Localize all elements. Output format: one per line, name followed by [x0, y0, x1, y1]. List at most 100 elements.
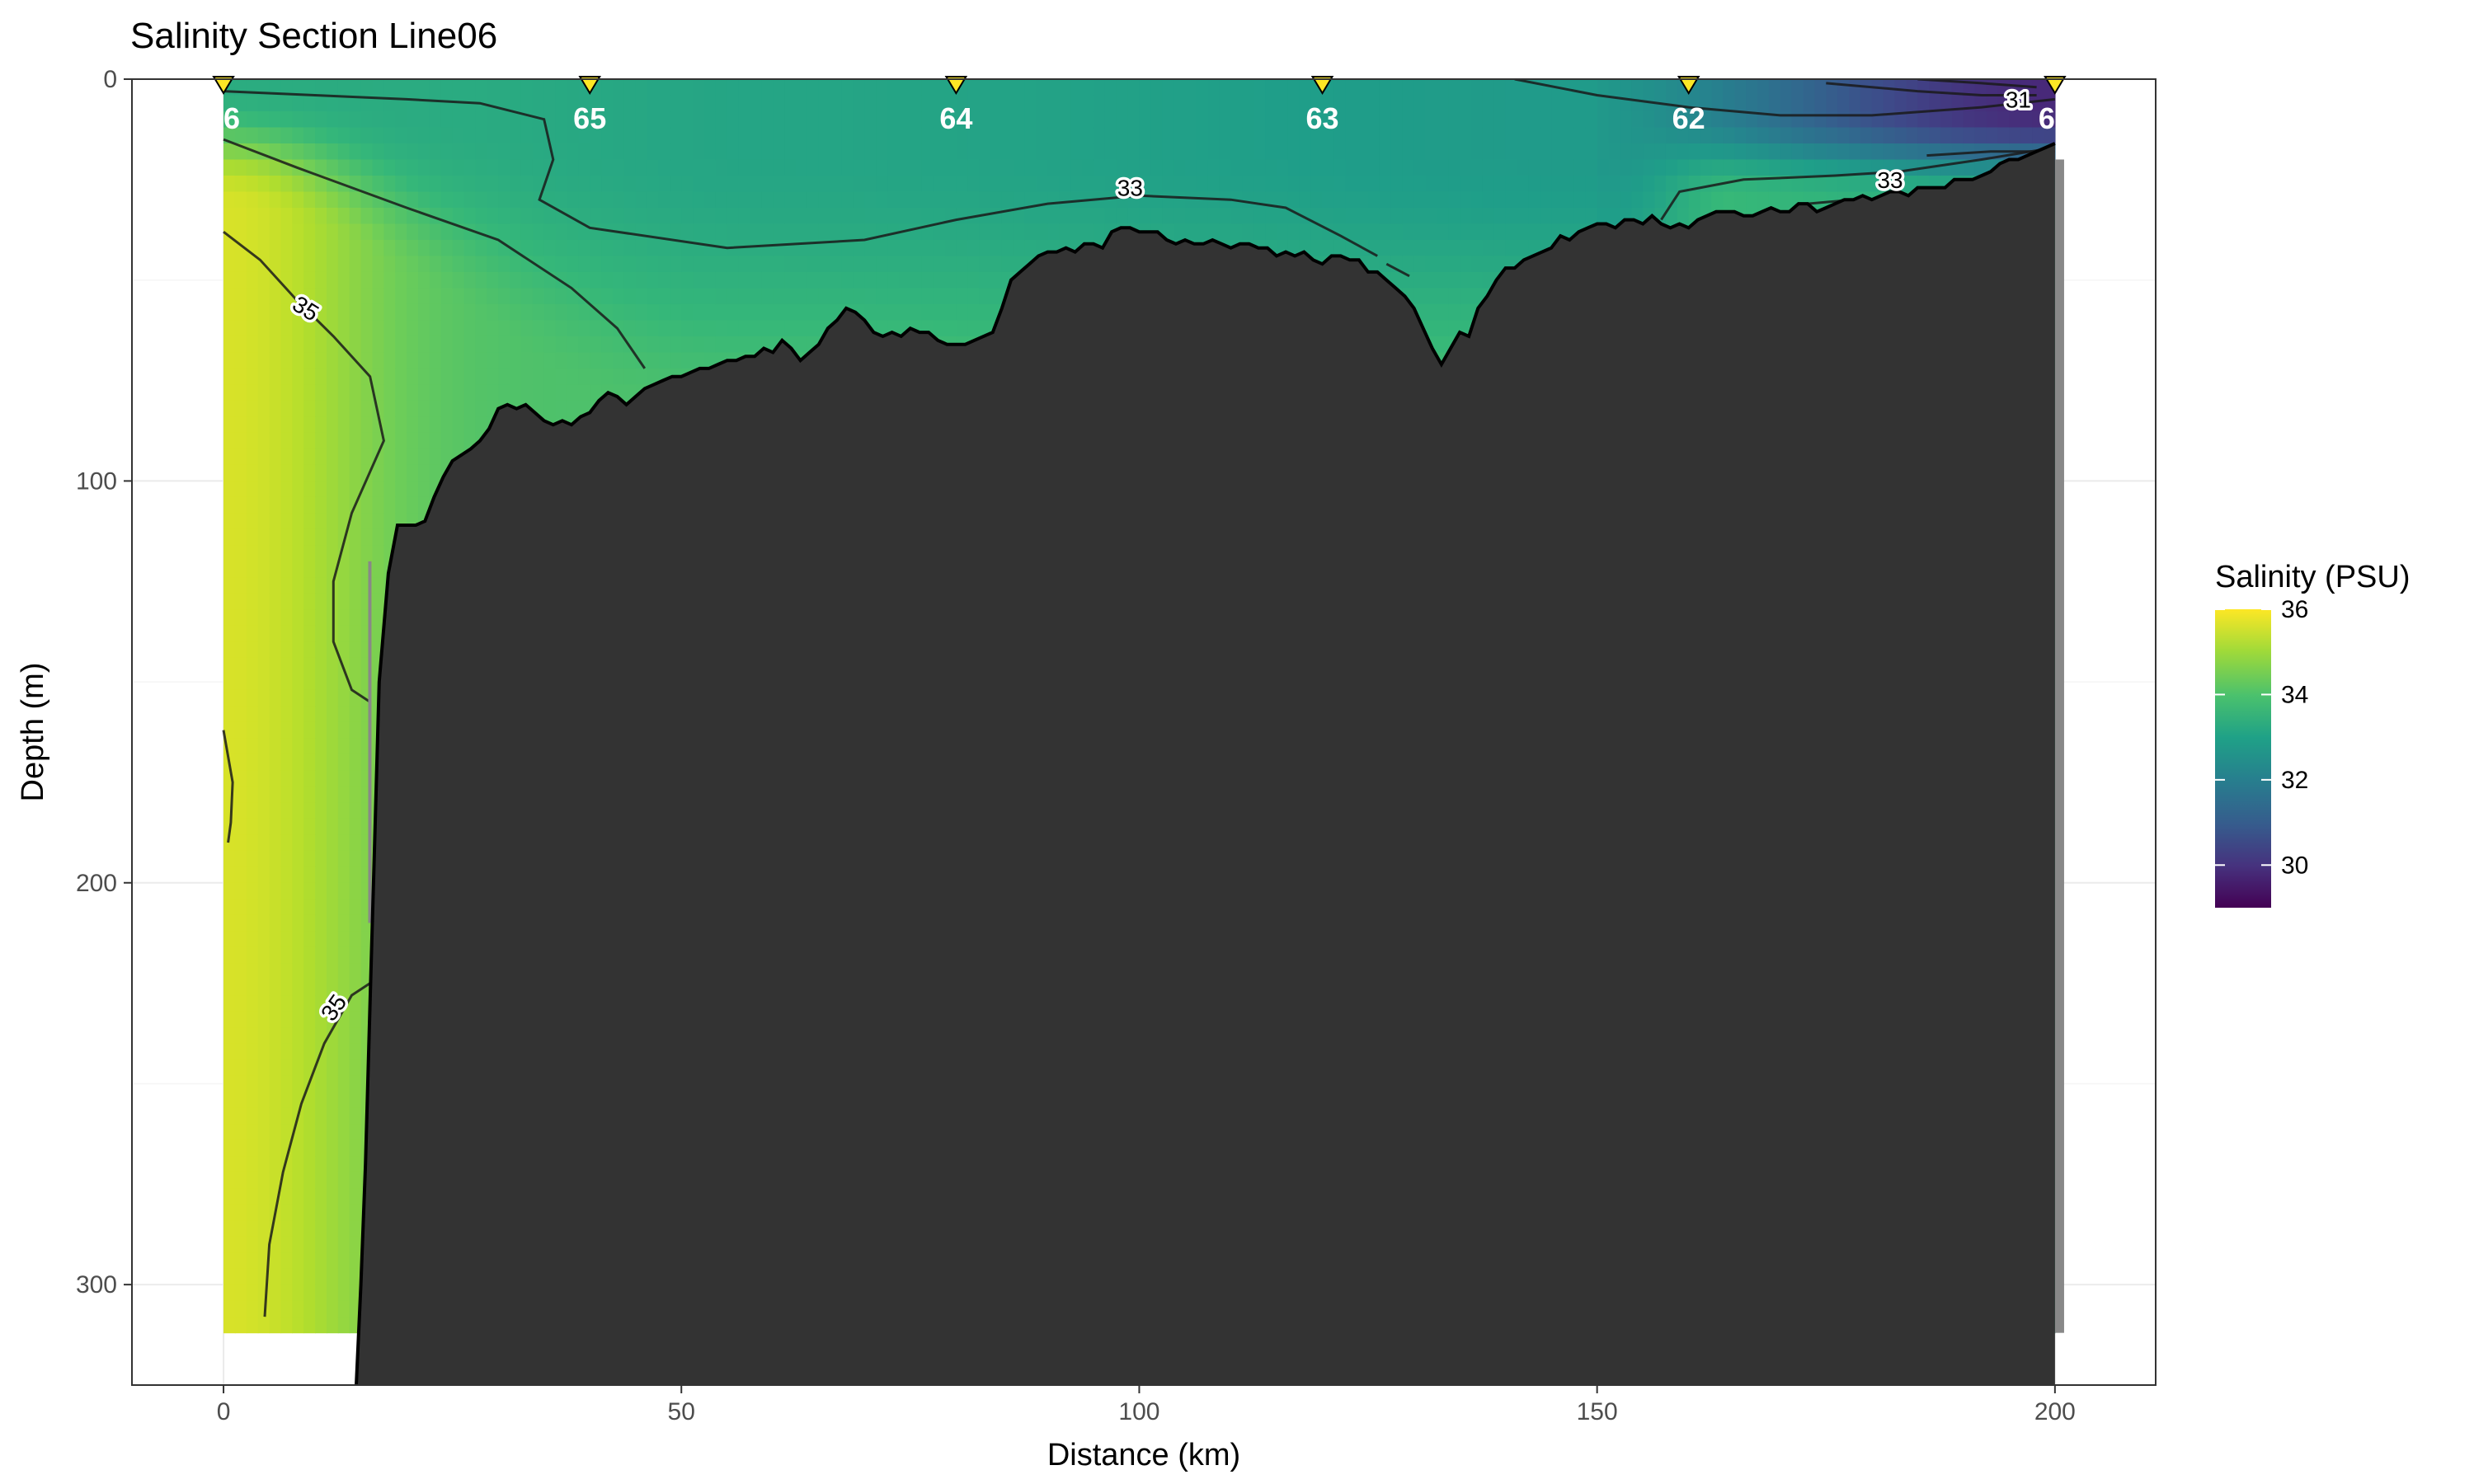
- salinity-cell: [452, 240, 465, 257]
- salinity-cell: [223, 834, 236, 852]
- salinity-cell: [383, 464, 396, 481]
- salinity-cell: [303, 1043, 316, 1060]
- salinity-cell: [715, 176, 728, 193]
- salinity-cell: [303, 240, 316, 257]
- salinity-cell: [269, 1317, 282, 1334]
- salinity-cell: [337, 127, 350, 144]
- salinity-cell: [693, 336, 705, 353]
- salinity-cell: [372, 288, 384, 305]
- salinity-cell: [292, 754, 304, 771]
- salinity-cell: [613, 208, 625, 225]
- salinity-cell: [280, 914, 293, 932]
- salinity-cell: [223, 143, 236, 161]
- salinity-cell: [475, 208, 487, 225]
- salinity-cell: [429, 240, 442, 257]
- salinity-cell: [303, 1317, 316, 1334]
- salinity-cell: [337, 223, 350, 241]
- salinity-cell: [510, 127, 522, 144]
- salinity-cell: [429, 303, 442, 321]
- salinity-cell: [830, 79, 843, 96]
- salinity-cell: [337, 464, 350, 481]
- salinity-cell: [280, 706, 293, 723]
- salinity-cell: [292, 111, 304, 129]
- salinity-cell: [303, 674, 316, 691]
- salinity-cell: [532, 336, 545, 353]
- salinity-cell: [327, 271, 339, 289]
- salinity-cell: [315, 1188, 327, 1205]
- salinity-cell: [292, 850, 304, 867]
- salinity-cell: [257, 1011, 270, 1028]
- salinity-cell: [292, 352, 304, 369]
- salinity-cell: [395, 464, 407, 481]
- salinity-cell: [257, 914, 270, 932]
- salinity-cell: [257, 191, 270, 209]
- salinity-cell: [303, 1300, 316, 1317]
- salinity-cell: [921, 191, 934, 209]
- salinity-cell: [337, 946, 350, 964]
- salinity-cell: [452, 208, 465, 225]
- salinity-cell: [830, 223, 843, 241]
- salinity-cell: [303, 1172, 316, 1189]
- salinity-cell: [567, 240, 579, 257]
- salinity-cell: [349, 223, 362, 241]
- salinity-cell: [269, 288, 282, 305]
- salinity-cell: [567, 143, 579, 161]
- salinity-cell: [578, 303, 590, 321]
- salinity-cell: [520, 143, 534, 161]
- salinity-cell: [337, 1124, 350, 1141]
- salinity-cell: [360, 143, 374, 161]
- salinity-cell: [864, 176, 877, 193]
- salinity-cell: [567, 79, 579, 96]
- salinity-cell: [372, 223, 384, 241]
- salinity-cell: [315, 657, 327, 674]
- salinity-cell: [876, 320, 888, 337]
- salinity-cell: [223, 577, 236, 594]
- salinity-cell: [693, 303, 705, 321]
- salinity-cell: [234, 674, 247, 691]
- salinity-cell: [635, 271, 648, 289]
- salinity-cell: [246, 432, 259, 449]
- salinity-cell: [498, 127, 510, 144]
- salinity-cell: [418, 368, 430, 385]
- salinity-cell: [234, 593, 247, 610]
- salinity-cell: [327, 545, 339, 562]
- salinity-cell: [623, 79, 637, 96]
- salinity-cell: [303, 818, 316, 835]
- salinity-cell: [440, 432, 454, 449]
- salinity-cell: [395, 384, 407, 402]
- salinity-cell: [623, 223, 637, 241]
- salinity-cell: [280, 191, 293, 209]
- salinity-cell: [475, 256, 487, 273]
- salinity-cell: [853, 111, 865, 129]
- salinity-cell: [383, 256, 396, 273]
- salinity-cell: [234, 1139, 247, 1157]
- salinity-cell: [246, 288, 259, 305]
- salinity-cell: [487, 240, 499, 257]
- salinity-cell: [327, 528, 339, 546]
- salinity-cell: [933, 111, 946, 129]
- salinity-cell: [223, 850, 236, 867]
- salinity-cell: [623, 159, 637, 176]
- salinity-cell: [440, 384, 454, 402]
- salinity-cell: [681, 303, 694, 321]
- salinity-cell: [590, 143, 602, 161]
- salinity-cell: [303, 191, 316, 209]
- salinity-cell: [246, 1172, 259, 1189]
- salinity-cell: [887, 256, 900, 273]
- salinity-cell: [818, 271, 831, 289]
- salinity-cell: [234, 496, 247, 514]
- salinity-cell: [315, 432, 327, 449]
- salinity-cell: [234, 609, 247, 627]
- salinity-cell: [303, 1188, 316, 1205]
- salinity-cell: [246, 1075, 259, 1092]
- salinity-cell: [543, 352, 557, 369]
- salinity-cell: [349, 1204, 362, 1221]
- salinity-cell: [750, 303, 762, 321]
- salinity-cell: [463, 208, 476, 225]
- salinity-cell: [280, 432, 293, 449]
- salinity-cell: [246, 706, 259, 723]
- salinity-cell: [257, 1204, 270, 1221]
- salinity-cell: [234, 834, 247, 852]
- salinity-cell: [578, 191, 590, 209]
- salinity-cell: [315, 303, 327, 321]
